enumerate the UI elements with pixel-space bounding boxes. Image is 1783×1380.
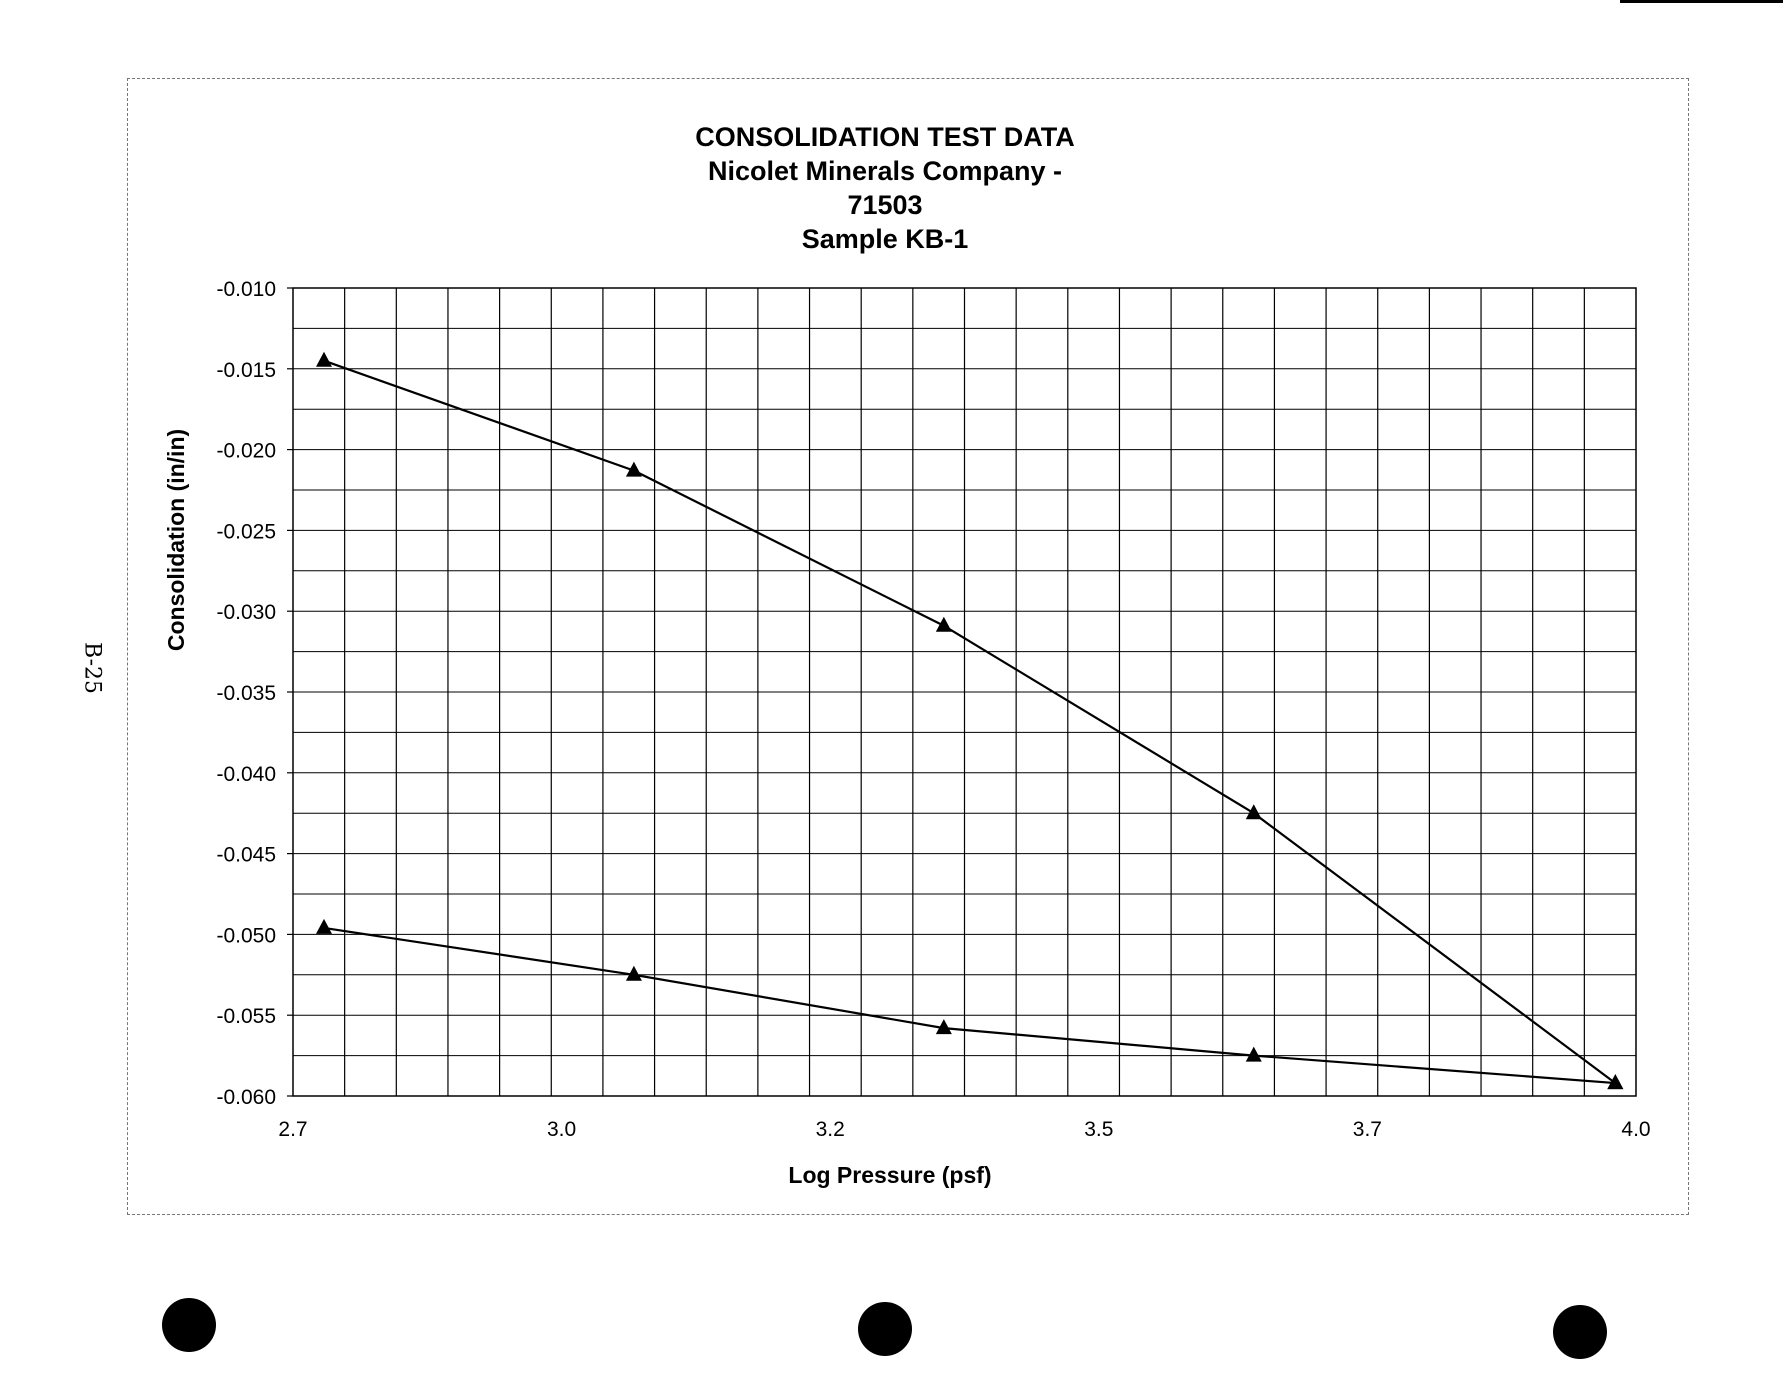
data-point-marker — [315, 918, 332, 934]
y-axis-label: Consolidation (in/in) — [163, 429, 189, 651]
y-tick-label: -0.045 — [216, 844, 276, 867]
data-point-marker — [935, 1019, 952, 1035]
data-point-marker — [1607, 1074, 1624, 1090]
x-tick-label: 3.2 — [816, 1118, 845, 1141]
y-tick-label: -0.025 — [216, 520, 276, 543]
chart-title: CONSOLIDATION TEST DATA — [695, 122, 1075, 152]
x-tick-label: 3.5 — [1084, 1118, 1113, 1141]
x-axis-label: Log Pressure (psf) — [788, 1162, 991, 1188]
x-tick-label: 3.7 — [1353, 1118, 1382, 1141]
chart-subtitle-line-1: Nicolet Minerals Company - — [707, 156, 1063, 186]
data-point-marker — [935, 616, 952, 632]
x-tick-label: 2.7 — [278, 1118, 307, 1141]
y-tick-label: -0.060 — [216, 1086, 276, 1109]
data-point-marker — [1245, 1046, 1262, 1062]
y-tick-label: -0.015 — [216, 359, 276, 382]
y-tick-label: -0.030 — [216, 601, 276, 624]
y-tick-label: -0.050 — [216, 924, 276, 947]
data-point-marker — [625, 461, 642, 477]
x-tick-label: 3.0 — [547, 1118, 576, 1141]
grid-layer — [292, 287, 1637, 1097]
data-point-marker — [315, 351, 332, 367]
punch-hole-center — [858, 1302, 912, 1356]
data-point-marker — [1245, 804, 1262, 820]
axis-layer: -0.010 -0.015 -0.020 -0.025 -0.030 -0.035 -0.0… — [216, 278, 1650, 1141]
chart-subtitle-line-2: 71503 — [847, 190, 923, 220]
x-tick-label: 4.0 — [1621, 1118, 1650, 1141]
chart-frame — [127, 78, 1689, 1215]
chart-title-block: CONSOLIDATION TEST DATA Nicolet Minerals… — [600, 120, 1170, 256]
y-tick-label: -0.040 — [216, 763, 276, 786]
data-point-marker — [625, 965, 642, 981]
punch-hole-left — [162, 1298, 216, 1352]
y-tick-label: -0.055 — [216, 1005, 276, 1028]
chart-subtitle-line-3: Sample KB-1 — [801, 224, 969, 254]
scan-edge-rule — [1620, 0, 1783, 3]
y-tick-label: -0.010 — [216, 278, 276, 301]
punch-hole-right — [1553, 1305, 1607, 1359]
series-layer — [315, 351, 1624, 1090]
y-tick-label: -0.035 — [216, 682, 276, 705]
y-tick-label: -0.020 — [216, 440, 276, 463]
